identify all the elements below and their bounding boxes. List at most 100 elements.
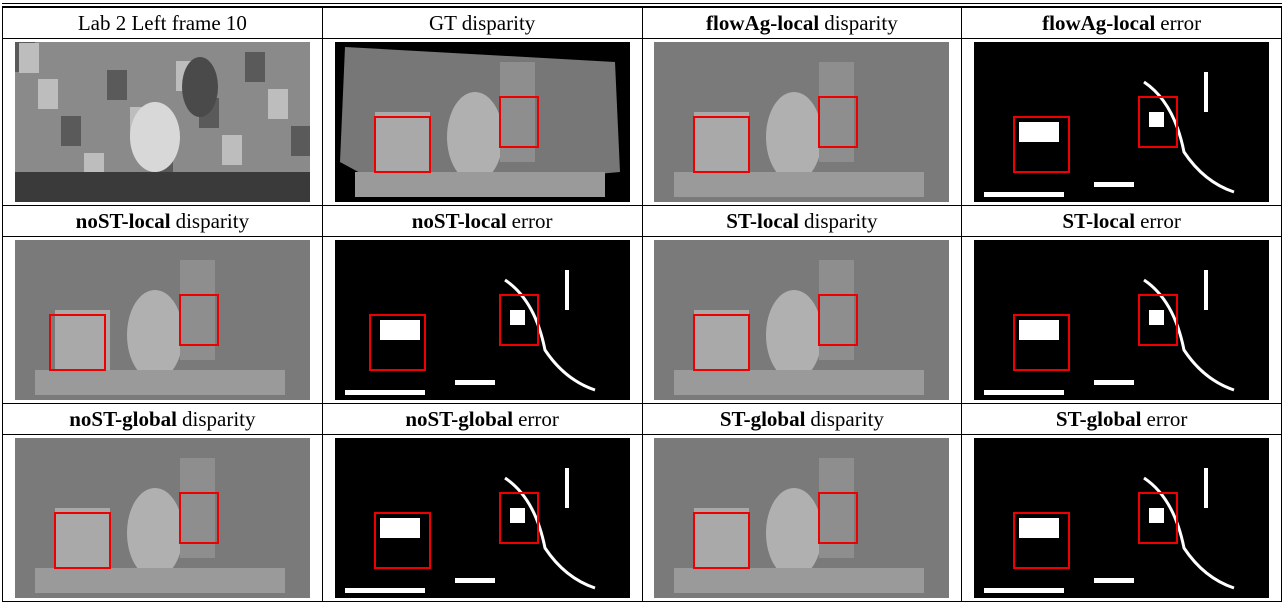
- statue: [130, 102, 180, 172]
- disparity-floor: [674, 172, 924, 197]
- image: [654, 42, 949, 202]
- cell-image: [962, 435, 1282, 602]
- error-speck: [1019, 320, 1059, 340]
- cell-image: [962, 237, 1282, 404]
- caption: Lab 2 Left frame 10: [78, 11, 247, 35]
- error-speck: [380, 320, 420, 340]
- photo-detail: [107, 70, 127, 100]
- error-speck: [1204, 72, 1208, 112]
- error-speck: [1019, 122, 1059, 142]
- image: [15, 240, 310, 400]
- cell-header: noST-localerror: [322, 206, 642, 237]
- method-name: flowAg-local: [706, 11, 819, 35]
- method-name: ST-global: [720, 407, 806, 431]
- figure: Lab 2 Left frame 10 GT disparity flowAg-lo…: [2, 3, 1282, 602]
- cell-header: ST-localdisparity: [642, 206, 962, 237]
- caption: error: [518, 407, 559, 431]
- error-speck: [984, 588, 1064, 593]
- error-speck: [1094, 182, 1134, 187]
- disparity-obj: [766, 92, 822, 182]
- error-speck: [1204, 468, 1208, 508]
- caption: disparity: [804, 209, 878, 233]
- image-row: [3, 39, 1282, 206]
- image: [335, 42, 630, 202]
- error-speck: [380, 518, 420, 538]
- error-speck: [1204, 270, 1208, 310]
- cell-header: GT disparity: [322, 8, 642, 39]
- header-row: Lab 2 Left frame 10 GT disparity flowAg-lo…: [3, 8, 1282, 39]
- error-speck: [1149, 112, 1164, 127]
- image: [974, 42, 1269, 202]
- photo-detail: [268, 89, 288, 119]
- photo-detail: [291, 126, 310, 156]
- photo-floor: [15, 172, 310, 202]
- photo-detail: [38, 79, 58, 109]
- disparity-floor: [355, 172, 605, 197]
- disparity-obj: [766, 290, 822, 380]
- image: [15, 42, 310, 202]
- method-name: noST-local: [412, 209, 507, 233]
- cell-header: Lab 2 Left frame 10: [3, 8, 323, 39]
- method-name: noST-local: [76, 209, 171, 233]
- method-name: noST-global: [69, 407, 177, 431]
- error-speck: [345, 390, 425, 395]
- cell-image: [3, 39, 323, 206]
- photo-detail: [245, 52, 265, 82]
- caption: disparity: [824, 11, 898, 35]
- method-name: ST-global: [1056, 407, 1142, 431]
- caption: GT disparity: [429, 11, 535, 35]
- image: [974, 240, 1269, 400]
- image: [15, 438, 310, 598]
- disparity-floor: [35, 370, 285, 395]
- caption: error: [1140, 209, 1181, 233]
- error-bg: [335, 438, 630, 598]
- error-bg: [974, 240, 1269, 400]
- disparity-obj: [766, 488, 822, 578]
- disparity-floor: [674, 568, 924, 593]
- method-name: flowAg-local: [1042, 11, 1155, 35]
- cell-image: [642, 435, 962, 602]
- cell-image: [3, 237, 323, 404]
- error-speck: [1149, 508, 1164, 523]
- cell-image: [962, 39, 1282, 206]
- cell-header: noST-globaldisparity: [3, 404, 323, 435]
- cell-image: [322, 237, 642, 404]
- error-speck: [455, 380, 495, 385]
- image: [654, 240, 949, 400]
- error-speck: [1094, 380, 1134, 385]
- caption: disparity: [176, 209, 250, 233]
- error-speck: [510, 508, 525, 523]
- caption: disparity: [182, 407, 256, 431]
- error-speck: [984, 390, 1064, 395]
- results-table: Lab 2 Left frame 10 GT disparity flowAg-lo…: [2, 7, 1282, 602]
- error-speck: [345, 588, 425, 593]
- error-speck: [510, 310, 525, 325]
- caption: error: [512, 209, 553, 233]
- image-row: [3, 435, 1282, 602]
- image: [974, 438, 1269, 598]
- error-speck: [565, 270, 569, 310]
- image: [654, 438, 949, 598]
- method-name: ST-local: [726, 209, 799, 233]
- cell-image: [322, 435, 642, 602]
- cell-image: [3, 435, 323, 602]
- error-speck: [1149, 310, 1164, 325]
- cell-image: [642, 237, 962, 404]
- error-speck: [984, 192, 1064, 197]
- method-name: ST-local: [1062, 209, 1135, 233]
- image: [335, 438, 630, 598]
- image: [335, 240, 630, 400]
- error-bg: [974, 438, 1269, 598]
- cell-image: [322, 39, 642, 206]
- photo-detail: [61, 116, 81, 146]
- caption: disparity: [810, 407, 884, 431]
- error-speck: [565, 468, 569, 508]
- cell-image: [642, 39, 962, 206]
- error-bg: [335, 240, 630, 400]
